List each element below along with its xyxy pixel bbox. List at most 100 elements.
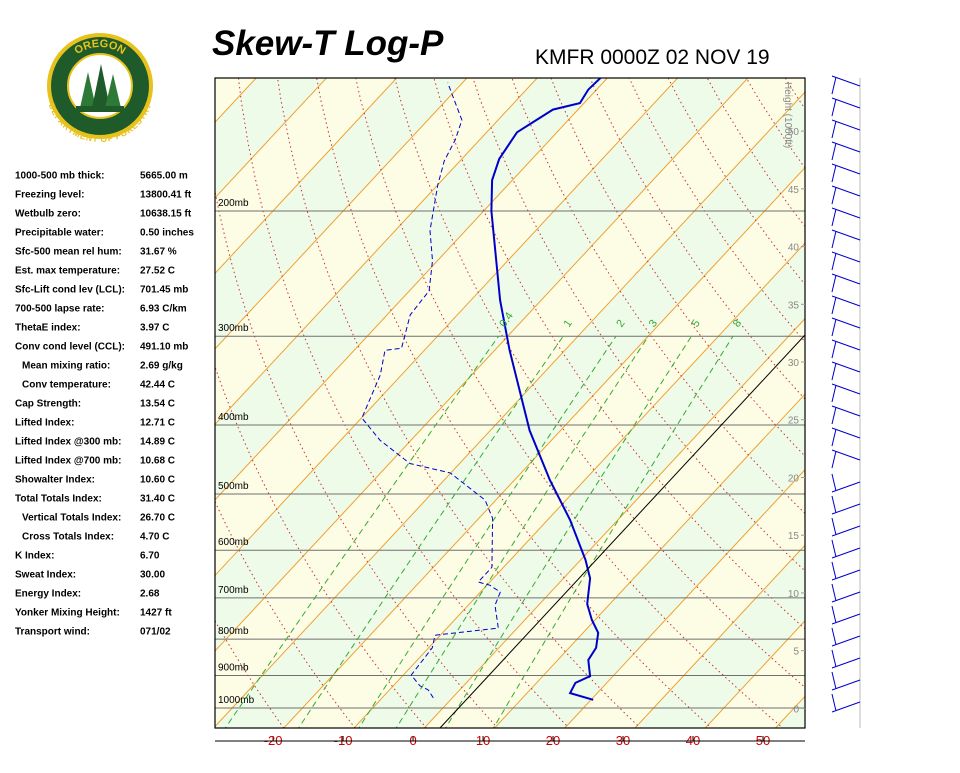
mixing-ratio-line bbox=[444, 335, 692, 728]
index-value: 6.70 bbox=[140, 551, 160, 562]
index-label: Cross Totals Index: bbox=[22, 532, 114, 543]
index-value: 42.44 C bbox=[140, 380, 175, 391]
wind-barb bbox=[831, 693, 861, 713]
dewpoint-line bbox=[361, 82, 501, 699]
y-tick-label: 600mb bbox=[218, 537, 249, 548]
wind-barb bbox=[831, 649, 861, 669]
y2-tick-label: 15 bbox=[788, 531, 800, 542]
index-label: Conv cond level (CCL): bbox=[15, 342, 125, 353]
isotherm bbox=[215, 78, 468, 350]
dry-adiabat bbox=[394, 78, 805, 688]
mixing-ratio-line bbox=[358, 335, 617, 728]
isotherm bbox=[423, 317, 805, 728]
index-label: Cap Strength: bbox=[15, 399, 81, 410]
index-label: Sfc-Lift cond lev (LCL): bbox=[15, 285, 125, 296]
wind-barb bbox=[831, 383, 861, 403]
logo-tree bbox=[80, 72, 96, 108]
chart-subtitle: KMFR 0000Z 02 NOV 19 bbox=[535, 46, 770, 69]
wind-barb bbox=[831, 141, 861, 161]
index-label: Mean mixing ratio: bbox=[22, 361, 110, 372]
wind-barb bbox=[831, 627, 861, 647]
wind-barb bbox=[831, 449, 861, 469]
wind-barb bbox=[831, 119, 861, 139]
index-value: 4.70 C bbox=[140, 532, 169, 543]
wind-barb bbox=[831, 605, 861, 625]
mixing-ratio-line bbox=[395, 335, 649, 728]
logo-ground bbox=[76, 106, 124, 112]
wind-barb bbox=[831, 229, 861, 249]
index-value: 10638.15 ft bbox=[140, 209, 192, 220]
index-label: ThetaE index: bbox=[15, 323, 81, 334]
wind-barb bbox=[831, 671, 861, 691]
index-value: 2.68 bbox=[140, 589, 160, 600]
index-label: Lifted Index @700 mb: bbox=[15, 456, 121, 467]
index-label: Sfc-500 mean rel hum: bbox=[15, 247, 122, 258]
index-value: 10.68 C bbox=[140, 456, 175, 467]
index-label: K Index: bbox=[15, 551, 54, 562]
dry-adiabat bbox=[238, 78, 570, 728]
isotherm bbox=[283, 166, 805, 728]
wind-barb bbox=[831, 561, 861, 581]
y2-tick-label: 0 bbox=[793, 704, 799, 715]
y-tick-label: 1000mb bbox=[218, 695, 255, 706]
index-value: 27.52 C bbox=[140, 266, 175, 277]
index-value: 14.89 C bbox=[140, 437, 175, 448]
y2-axis-title: Height (1000ft) bbox=[782, 82, 793, 148]
index-label: Transport wind: bbox=[15, 627, 90, 638]
index-label: Wetbulb zero: bbox=[15, 209, 81, 220]
y-tick-label: 400mb bbox=[218, 412, 249, 423]
wind-barb bbox=[831, 583, 861, 603]
plot-frame bbox=[214, 77, 806, 729]
y2-tick-label: 25 bbox=[788, 416, 800, 427]
index-value: 1427 ft bbox=[140, 608, 172, 619]
wind-barb bbox=[831, 75, 861, 95]
y-tick-label: 900mb bbox=[218, 662, 249, 673]
wind-barb bbox=[831, 207, 861, 227]
index-value: 13.54 C bbox=[140, 399, 175, 410]
y2-tick-label: 40 bbox=[788, 243, 800, 254]
index-value: 491.10 mb bbox=[140, 342, 188, 353]
index-value: 701.45 mb bbox=[140, 285, 188, 296]
y-tick-label: 500mb bbox=[218, 481, 249, 492]
index-value: 0.50 inches bbox=[140, 228, 194, 239]
isotherm bbox=[494, 393, 805, 728]
isotherm bbox=[846, 78, 960, 728]
isotherm bbox=[215, 78, 538, 426]
index-label: Est. max temperature: bbox=[15, 266, 120, 277]
wind-barb bbox=[831, 405, 861, 425]
mixing-ratio-label: 1 bbox=[562, 318, 575, 330]
isotherm bbox=[353, 242, 805, 728]
y2-tick-label: 20 bbox=[788, 473, 800, 484]
isotherm bbox=[215, 78, 678, 577]
dry-adiabat bbox=[846, 53, 960, 731]
index-label: Vertical Totals Index: bbox=[22, 513, 121, 524]
mixing-ratio-label: 5 bbox=[690, 318, 703, 330]
wind-barb bbox=[831, 273, 861, 293]
dry-adiabat bbox=[215, 365, 428, 728]
y2-tick-label: 30 bbox=[788, 358, 800, 369]
mixing-ratio-label: 3 bbox=[647, 318, 660, 330]
wind-barb bbox=[831, 163, 861, 183]
isotherm bbox=[634, 544, 805, 728]
dry-adiabat bbox=[355, 78, 784, 728]
dry-adiabat bbox=[884, 53, 960, 731]
index-value: 12.71 C bbox=[140, 418, 175, 429]
wind-barb bbox=[831, 473, 861, 493]
wind-barb bbox=[831, 539, 861, 559]
isotherm bbox=[215, 78, 398, 275]
y-tick-label: 200mb bbox=[218, 198, 249, 209]
y-tick-label: 800mb bbox=[218, 626, 249, 637]
logo-top-text: OREGON bbox=[72, 38, 127, 57]
y-tick-label: 300mb bbox=[218, 323, 249, 334]
y2-tick-label: 5 bbox=[793, 647, 799, 658]
index-label: Yonker Mixing Height: bbox=[15, 608, 120, 619]
freezing-isotherm bbox=[439, 334, 806, 729]
index-label: 700-500 lapse rate: bbox=[15, 304, 105, 315]
dry-adiabat bbox=[808, 53, 960, 731]
index-value: 2.69 g/kg bbox=[140, 361, 183, 372]
mixing-ratio-line bbox=[492, 335, 734, 728]
wind-barb bbox=[831, 495, 861, 515]
indices-panel: 1000-500 mb thick: 5665.00 m Freezing leve… bbox=[15, 171, 194, 638]
dry-adiabat bbox=[923, 53, 960, 731]
